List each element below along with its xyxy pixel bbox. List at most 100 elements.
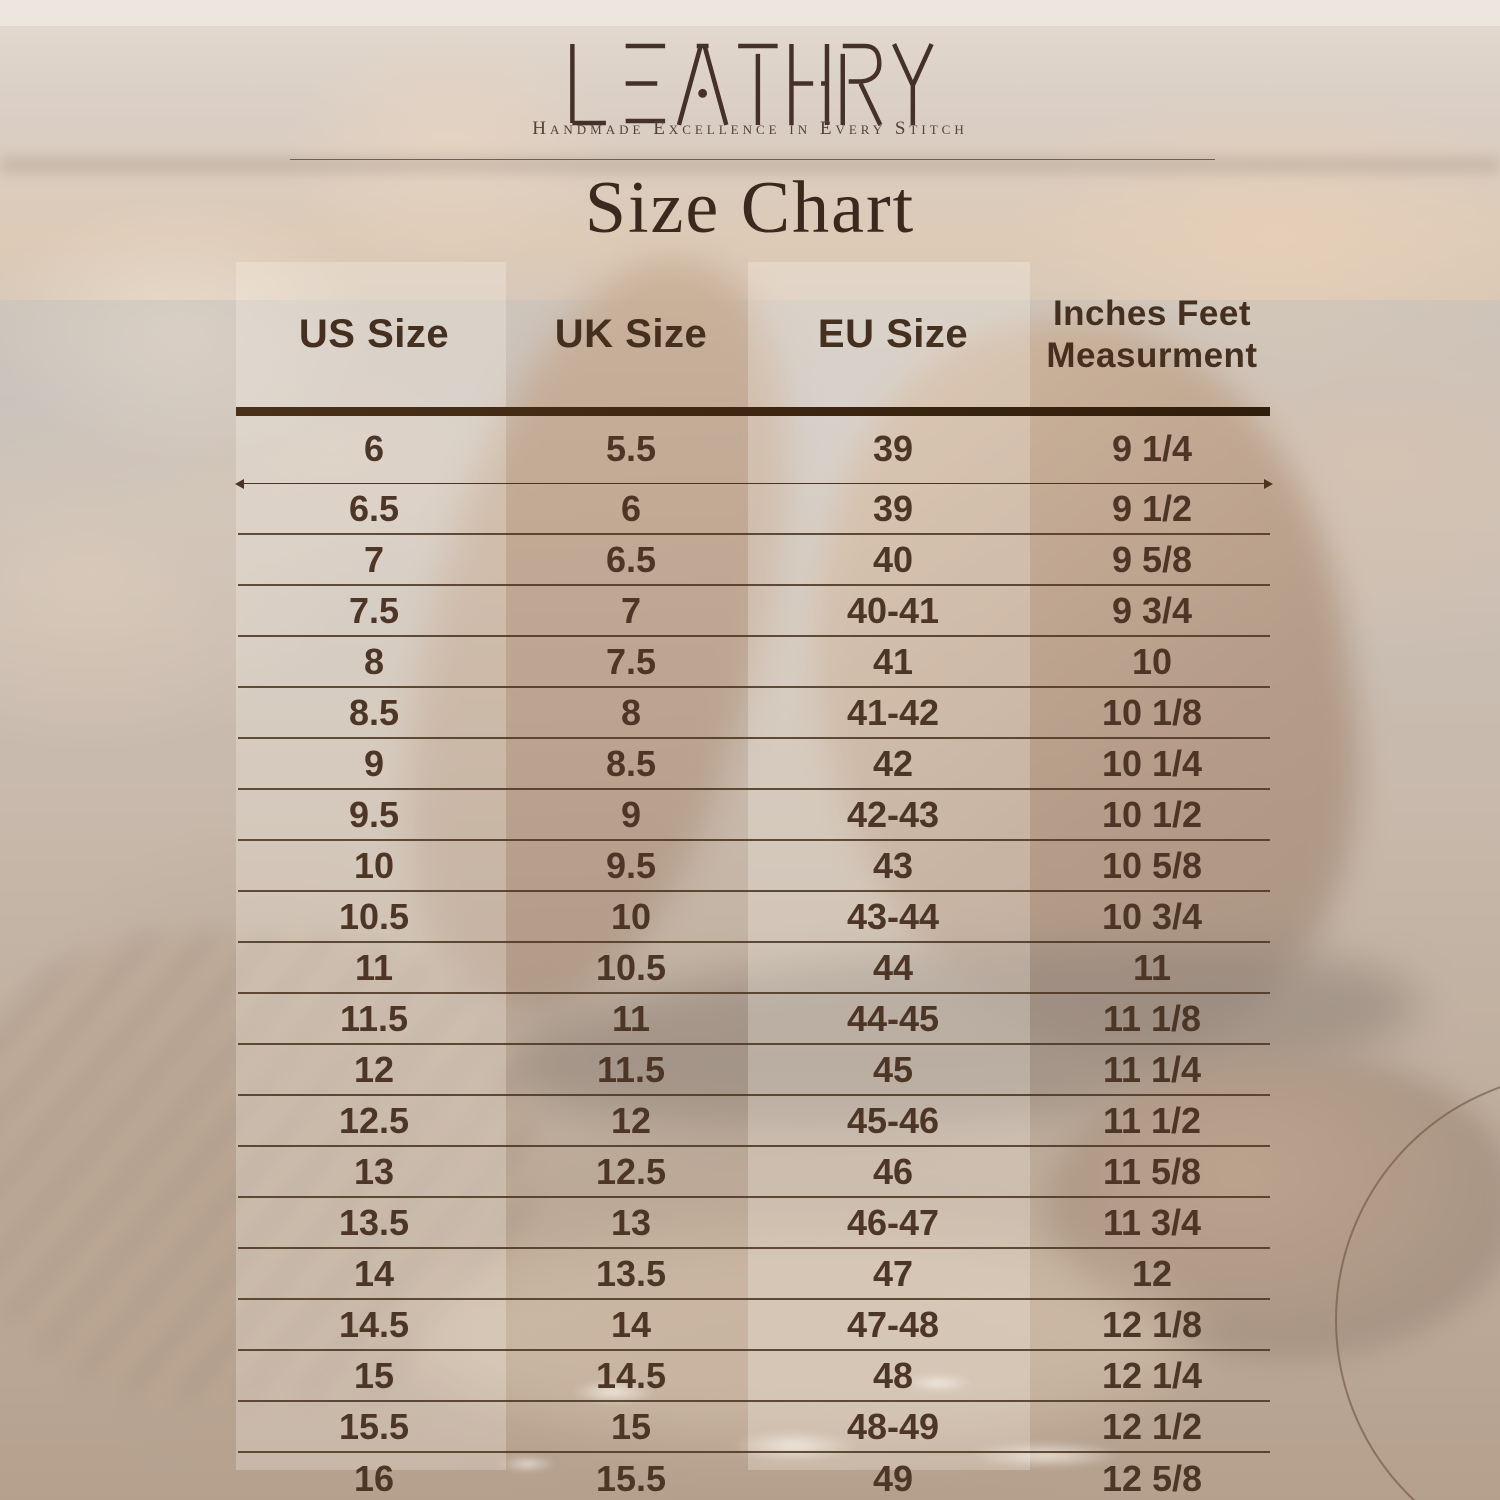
table-cell: 8.5	[605, 742, 657, 784]
table-cell: 43	[872, 844, 914, 886]
table-cell: 45	[872, 1048, 914, 1090]
table-cell: 11 3/4	[1102, 1201, 1202, 1243]
table-row: 11.5 11 44-45 11 1/8	[238, 994, 1270, 1045]
table-cell: 44	[872, 946, 914, 988]
table-cell: 10	[1131, 640, 1173, 682]
table-cell: 46-47	[846, 1201, 940, 1243]
table-cell: 6	[363, 428, 385, 469]
table-cell: 7.5	[348, 589, 400, 631]
table-cell: 47	[872, 1252, 914, 1294]
table-cell: 6.5	[348, 487, 400, 529]
table-row: 11 10.5 44 11	[238, 943, 1270, 994]
table-cell: 9 5/8	[1111, 538, 1193, 580]
table-cell: 12	[1131, 1252, 1173, 1294]
table-cell: 39	[872, 487, 914, 529]
table-row: 12.5 12 45-46 11 1/2	[238, 1096, 1270, 1147]
table-cell: 42	[872, 742, 914, 784]
table-cell: 8	[620, 691, 642, 733]
table-cell: 10 1/2	[1101, 793, 1203, 835]
table-cell: 6	[620, 487, 642, 529]
table-cell: 10 3/4	[1101, 895, 1203, 937]
table-cell: 9.5	[605, 844, 657, 886]
table-row: 15.5 15 48-49 12 1/2	[238, 1402, 1270, 1453]
table-row: 14 13.5 47 12	[238, 1249, 1270, 1300]
table-cell: 11	[354, 946, 394, 988]
table-cell: 15.5	[595, 1457, 667, 1499]
table-row: 10.5 10 43-44 10 3/4	[238, 892, 1270, 943]
table-cell: 48	[872, 1354, 914, 1396]
table-row: 14.5 14 47-48 12 1/8	[238, 1300, 1270, 1351]
table-row: 6 5.5 39 9 1/4	[235, 416, 1273, 487]
table-cell: 15	[353, 1354, 395, 1396]
table-cell: 11	[611, 997, 651, 1039]
table-row: 13 12.5 46 11 5/8	[238, 1147, 1270, 1198]
table-cell: 14	[353, 1252, 395, 1294]
table-cell: 9.5	[348, 793, 400, 835]
table-cell: 10 1/8	[1101, 691, 1203, 733]
table-row: 8 7.5 41 10	[238, 637, 1270, 688]
table-cell: 12 1/2	[1101, 1405, 1203, 1447]
table-row: 13.5 13 46-47 11 3/4	[238, 1198, 1270, 1249]
table-cell: 9 3/4	[1111, 589, 1193, 631]
table-cell: 45-46	[846, 1099, 940, 1141]
table-cell: 5.5	[605, 428, 657, 469]
table-cell: 42-43	[846, 793, 940, 835]
column-header: UK Size	[554, 312, 708, 356]
table-cell: 12 1/4	[1101, 1354, 1203, 1396]
table-cell: 9	[363, 742, 385, 784]
table-cell: 15.5	[338, 1405, 410, 1447]
table-cell: 14.5	[338, 1303, 410, 1345]
table-row: 9 8.5 42 10 1/4	[238, 739, 1270, 790]
table-cell: 14	[610, 1303, 652, 1345]
table-row: 15 14.5 48 12 1/4	[238, 1351, 1270, 1402]
table-row: 7.5 7 40-41 9 3/4	[238, 586, 1270, 637]
table-cell: 47-48	[846, 1303, 940, 1345]
table-cell: 8	[363, 640, 385, 682]
brand-tagline: Handmade Excellence in Every Stitch	[532, 118, 968, 139]
table-cell: 13.5	[338, 1201, 410, 1243]
table-cell: 9	[620, 793, 642, 835]
table-cell: 13	[610, 1201, 652, 1243]
table-cell: 40	[872, 538, 914, 580]
table-row: 6.5 6 39 9 1/2	[238, 484, 1270, 535]
table-cell: 39	[872, 428, 914, 469]
table-cell: 10.5	[595, 946, 667, 988]
table-cell: 12	[610, 1099, 652, 1141]
table-cell: 40-41	[846, 589, 940, 631]
column-header: Inches Feet Measurment	[1046, 294, 1258, 375]
table-row: 7 6.5 40 9 5/8	[238, 535, 1270, 586]
table-cell: 44-45	[846, 997, 940, 1039]
table-cell: 10 1/4	[1101, 742, 1203, 784]
table-cell: 12.5	[338, 1099, 410, 1141]
table-row: 8.5 8 41-42 10 1/8	[238, 688, 1270, 739]
table-cell: 12 1/8	[1101, 1303, 1203, 1345]
column-highlight-eu	[748, 262, 1030, 1470]
header-divider-line	[290, 159, 1215, 160]
table-cell: 9 1/2	[1111, 487, 1193, 529]
table-cell: 48-49	[846, 1405, 940, 1447]
table-cell: 41	[872, 640, 914, 682]
table-cell: 49	[872, 1457, 914, 1499]
header-underline	[236, 407, 1270, 416]
table-cell: 12 5/8	[1101, 1457, 1203, 1499]
table-cell: 8.5	[348, 691, 400, 733]
table-cell: 9 1/4	[1111, 428, 1193, 469]
size-table-body: 6 5.5 39 9 1/4 6.5 6 39 9 1/2 7 6.5 40 9 5/8 7.5 7 40-…	[235, 416, 1273, 1500]
table-cell: 14.5	[595, 1354, 667, 1396]
table-cell: 11 5/8	[1102, 1150, 1202, 1192]
table-row: 16 15.5 49 12 5/8	[238, 1453, 1270, 1500]
table-cell: 11	[1132, 946, 1172, 988]
column-header: US Size	[298, 312, 450, 356]
table-row: 12 11.5 45 11 1/4	[238, 1045, 1270, 1096]
table-row: 9.5 9 42-43 10 1/2	[238, 790, 1270, 841]
table-cell: 46	[872, 1150, 914, 1192]
table-cell: 11 1/2	[1102, 1099, 1202, 1141]
table-cell: 11.5	[596, 1048, 666, 1090]
table-cell: 7.5	[605, 640, 657, 682]
table-cell: 13.5	[595, 1252, 667, 1294]
table-cell: 11 1/4	[1102, 1048, 1202, 1090]
table-cell: 15	[610, 1405, 652, 1447]
table-cell: 13	[353, 1150, 395, 1192]
